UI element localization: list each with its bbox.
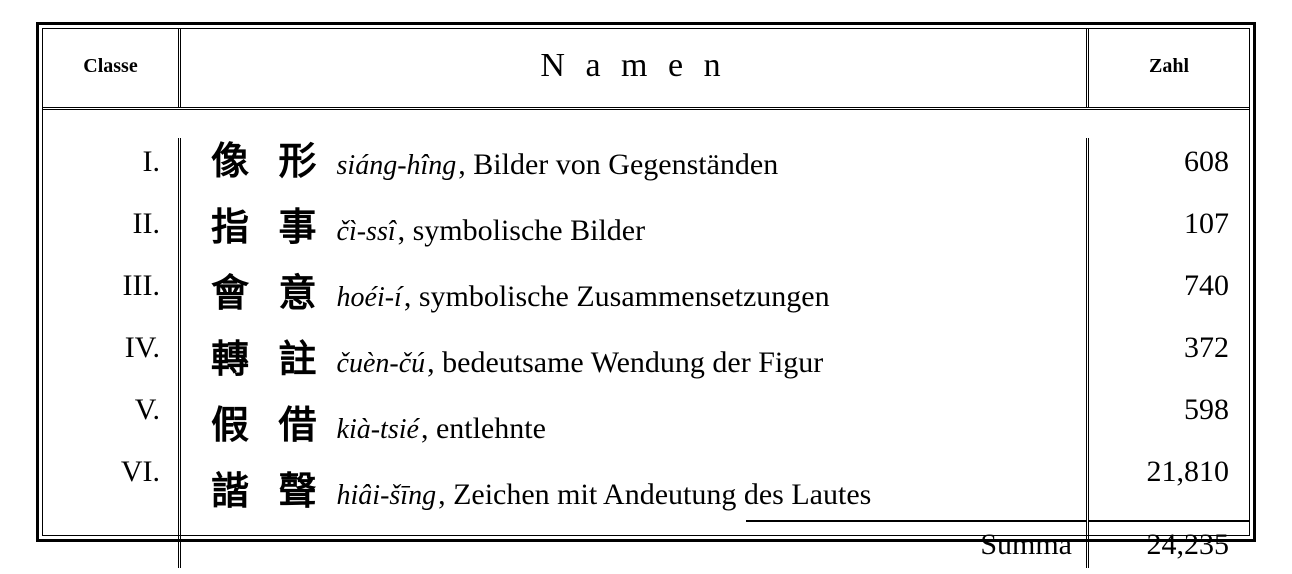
classe-cell: V. (135, 386, 160, 434)
summa-value: 24,235 (1147, 522, 1230, 568)
description: , entlehnte (421, 405, 546, 453)
namen-cell: 像 形 siáng-hîng , Bilder von Gegenständen (211, 138, 1086, 190)
romanization: hoéi-í (337, 274, 402, 322)
classe-cell: II. (133, 200, 160, 248)
zahl-cell: 372 (1184, 324, 1229, 372)
table-body: I. II. III. IV. V. VI. 像 形 siáng-hîng , … (43, 110, 1249, 574)
description: , symbolische Bilder (398, 207, 645, 255)
romanization: kià-tsié (337, 406, 419, 454)
summa-label-area: Summa (181, 520, 1086, 568)
classe-cell: III. (123, 262, 160, 310)
cjk-text: 假 借 (211, 402, 327, 450)
namen-cell: 假 借 kià-tsié , entlehnte (211, 402, 1086, 454)
namen-cell: 指 事 čì-ssî , symbolische Bilder (211, 204, 1086, 256)
zahl-column: 608 107 740 372 598 21,810 24,235 (1089, 138, 1249, 568)
romanization: hiâi-šīng (337, 472, 437, 520)
classe-cell: I. (143, 138, 161, 186)
header-zahl-label: Zahl (1149, 55, 1189, 78)
zahl-cell: 740 (1184, 262, 1229, 310)
cjk-text: 轉 註 (211, 336, 327, 384)
description: , Bilder von Gegenständen (458, 141, 778, 189)
classe-cell: IV. (125, 324, 160, 372)
header-classe-label: Classe (83, 55, 137, 78)
description: , symbolische Zusammensetzungen (404, 273, 830, 321)
table-header-row: Classe N a m e n Zahl (43, 29, 1249, 107)
namen-cell: 轉 註 čuèn-čú , bedeutsame Wendung der Fig… (211, 336, 1086, 388)
table-inner-border: Classe N a m e n Zahl I. II. III. IV. V. (42, 28, 1250, 536)
classe-cell: VI. (121, 448, 160, 496)
cjk-text: 指 事 (211, 204, 327, 252)
romanization: čì-ssî (337, 208, 396, 256)
zahl-cell: 107 (1184, 200, 1229, 248)
header-namen-label: N a m e n (540, 47, 726, 85)
page: Classe N a m e n Zahl I. II. III. IV. V. (0, 0, 1292, 564)
namen-cell: 諧 聲 hiâi-šīng , Zeichen mit Andeutung de… (211, 468, 1086, 520)
zahl-cell: 598 (1184, 386, 1229, 434)
description: , bedeutsame Wendung der Figur (427, 339, 823, 387)
namen-column: 像 形 siáng-hîng , Bilder von Gegenständen… (181, 138, 1089, 568)
zahl-cell: 608 (1184, 138, 1229, 186)
zahl-cell: 21,810 (1147, 448, 1230, 496)
cjk-text: 諧 聲 (211, 468, 327, 516)
summa-label: Summa (980, 522, 1072, 568)
namen-cell: 會 意 hoéi-í , symbolische Zusammensetzung… (211, 270, 1086, 322)
header-namen: N a m e n (181, 29, 1089, 107)
description: , Zeichen mit Andeutung des Lautes (438, 471, 871, 519)
header-zahl: Zahl (1089, 29, 1249, 107)
romanization: siáng-hîng (337, 142, 457, 190)
cjk-text: 像 形 (211, 138, 327, 186)
summa-value-area: 24,235 (1089, 520, 1249, 568)
cjk-text: 會 意 (211, 270, 327, 318)
header-classe: Classe (43, 29, 181, 107)
classe-column: I. II. III. IV. V. VI. (43, 138, 181, 568)
romanization: čuèn-čú (337, 340, 426, 388)
table-outer-border: Classe N a m e n Zahl I. II. III. IV. V. (36, 22, 1256, 542)
